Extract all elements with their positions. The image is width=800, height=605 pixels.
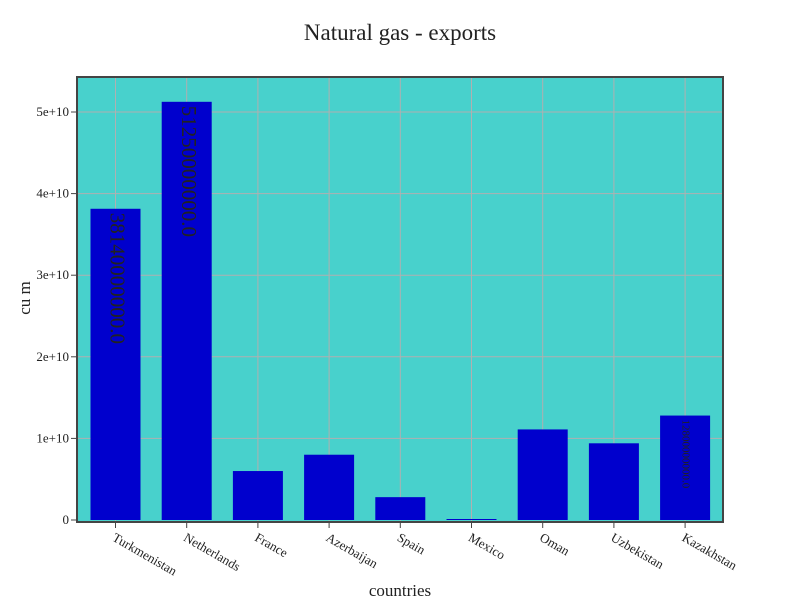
x-tick-label: Netherlands xyxy=(181,530,243,574)
x-axis-label: countries xyxy=(369,581,431,600)
x-tick-label: Oman xyxy=(537,530,572,559)
y-tick-label: 1e+10 xyxy=(36,430,69,445)
bar-value-label: 12800000000.0 xyxy=(680,420,692,489)
x-axis-ticks: Turkmenistan Netherlands France Azerbaijan S… xyxy=(110,522,740,579)
bar xyxy=(90,208,141,521)
bar xyxy=(588,443,639,520)
x-tick-label: Spain xyxy=(395,530,429,558)
bar xyxy=(660,415,711,520)
y-tick-label: 4e+10 xyxy=(36,186,69,201)
data-labels: 38140000000.0 51250000000.0 12800000000.0 xyxy=(106,106,692,489)
y-axis-label: cu m xyxy=(15,281,34,315)
y-tick-label: 0 xyxy=(63,512,70,527)
x-tick-label: Turkmenistan xyxy=(110,530,180,579)
bar xyxy=(304,454,355,520)
y-tick-label: 3e+10 xyxy=(36,267,69,282)
bar xyxy=(446,519,497,520)
x-tick-label: Kazakhstan xyxy=(680,530,740,574)
bar xyxy=(517,429,568,520)
grid-lines xyxy=(77,77,723,522)
x-tick-label: Mexico xyxy=(466,530,508,563)
y-tick-label: 5e+10 xyxy=(36,104,69,119)
bar xyxy=(161,101,212,521)
bar xyxy=(375,497,426,520)
y-axis-ticks: 0 1e+10 2e+10 3e+10 4e+10 5e+10 xyxy=(36,104,77,527)
x-tick-label: Uzbekistan xyxy=(608,530,667,572)
chart-title: Natural gas - exports xyxy=(304,20,496,45)
y-tick-label: 2e+10 xyxy=(36,349,69,364)
bar xyxy=(232,471,283,520)
bars xyxy=(90,101,711,521)
x-tick-label: France xyxy=(252,530,290,561)
bar-value-label: 38140000000.0 xyxy=(106,213,130,344)
x-tick-label: Azerbaijan xyxy=(324,530,381,572)
bar-value-label: 51250000000.0 xyxy=(177,106,201,237)
